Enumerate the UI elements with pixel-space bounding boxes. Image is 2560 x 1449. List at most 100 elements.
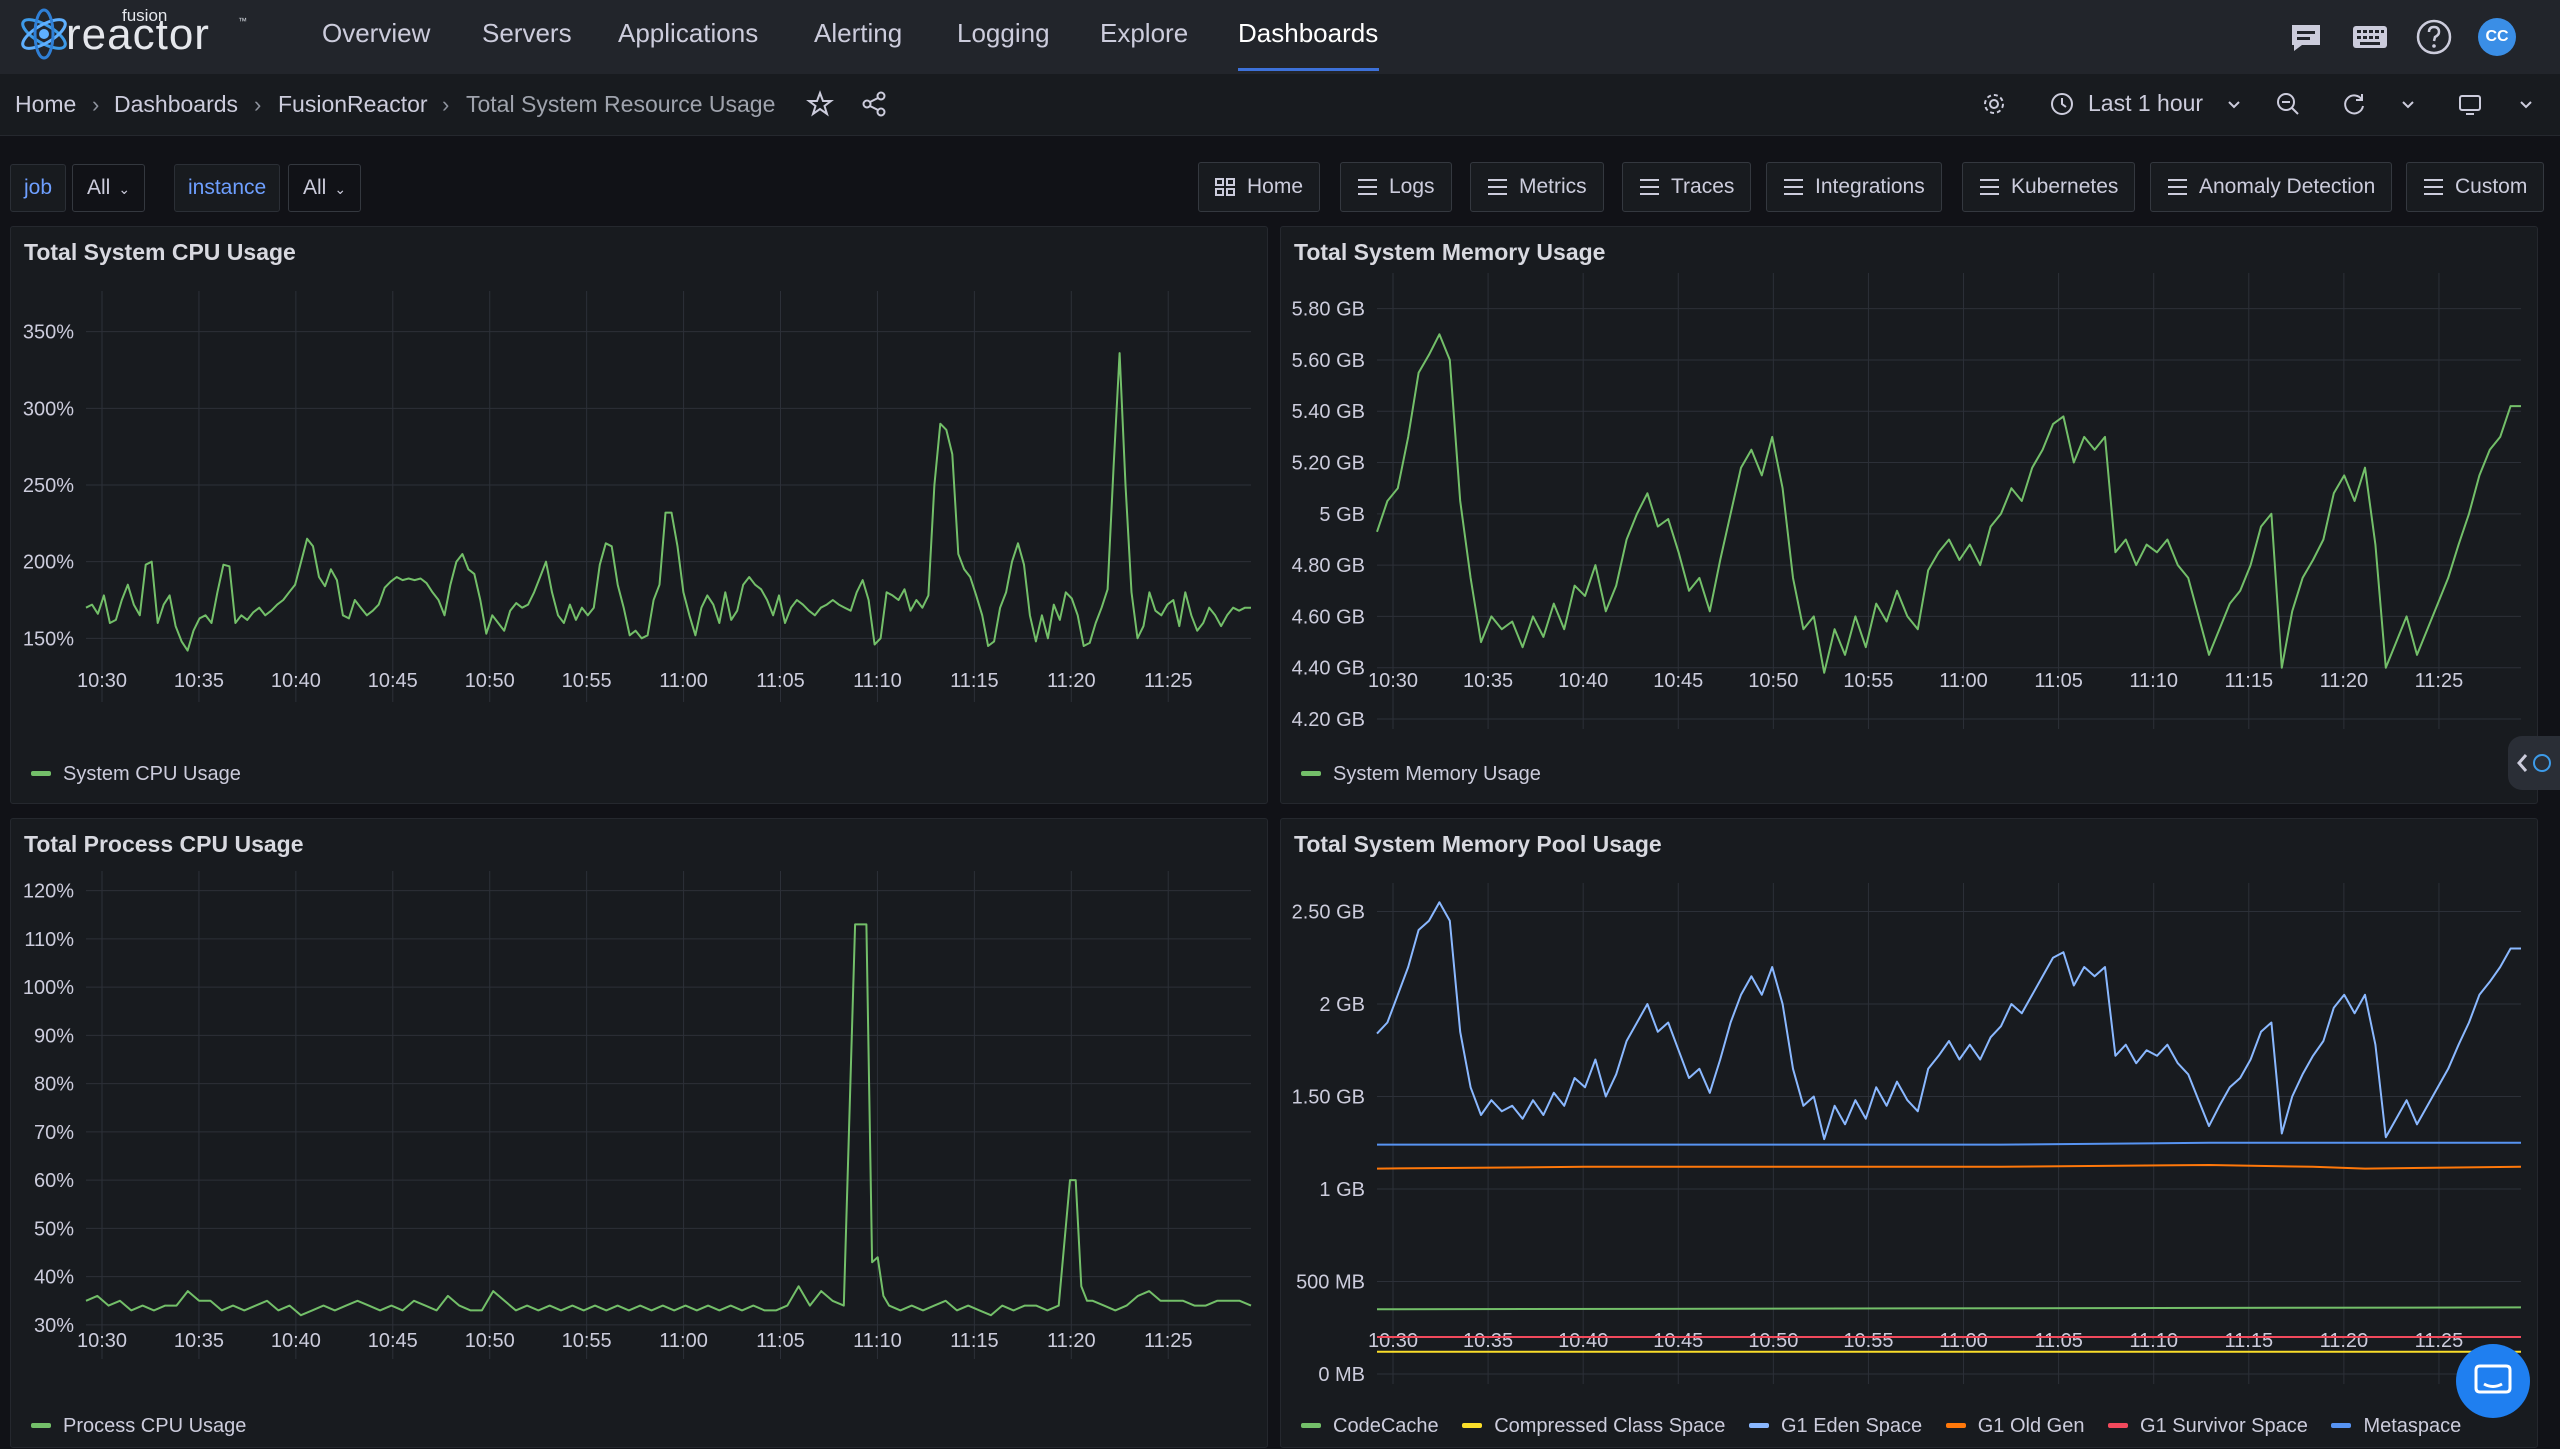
x-tick-label: 11:05 <box>2034 1330 2083 1352</box>
link-metrics-label: Metrics <box>1519 175 1587 198</box>
x-tick-label: 10:30 <box>1368 1330 1418 1352</box>
nav-alerting[interactable]: Alerting <box>814 18 903 48</box>
nav-explore[interactable]: Explore <box>1100 18 1189 48</box>
dashboard-settings-gear-icon[interactable] <box>1980 90 2008 118</box>
link-logs[interactable]: Logs <box>1340 162 1452 212</box>
chat-icon[interactable] <box>2286 17 2326 57</box>
star-icon[interactable] <box>806 90 834 118</box>
nav-servers[interactable]: Servers <box>482 18 572 48</box>
keyboard-icon[interactable] <box>2350 17 2390 57</box>
legend-item-compressed-class-space[interactable]: Compressed Class Space <box>1462 1415 1725 1437</box>
help-icon[interactable] <box>2414 17 2454 57</box>
panel-total-system-memory-usage[interactable]: Total System Memory Usage 4.20 GB 4.40 GB… <box>1280 226 2538 804</box>
link-metrics[interactable]: Metrics <box>1470 162 1604 212</box>
legend-swatch <box>1945 1422 1966 1428</box>
active-nav-indicator <box>1238 68 1379 71</box>
y-tick-label: 350% <box>23 322 74 344</box>
x-tick-label: 10:55 <box>562 1330 612 1352</box>
y-tick-label: 4.60 GB <box>1292 606 1365 628</box>
user-initials: CC <box>2485 28 2509 45</box>
legend-item-codecache[interactable]: CodeCache <box>1301 1415 1439 1437</box>
chevron-down-icon[interactable] <box>2220 90 2248 118</box>
share-icon[interactable] <box>860 90 888 118</box>
legend-item-g1-survivor-space[interactable]: G1 Survivor Space <box>2108 1415 2308 1437</box>
chart-legend: CodeCache Compressed Class Space G1 Eden… <box>1301 1415 2479 1438</box>
support-chat-button[interactable] <box>2456 1344 2530 1418</box>
link-custom[interactable]: Custom <box>2406 162 2545 212</box>
panel-total-system-cpu-usage[interactable]: Total System CPU Usage 150% 200% 250% 300% 3… <box>10 226 1268 804</box>
link-traces[interactable]: Traces <box>1622 162 1752 212</box>
variable-select-job[interactable]: All ⌄ <box>72 164 146 212</box>
time-range-picker[interactable]: Last 1 hour <box>2088 90 2204 116</box>
panel-total-process-cpu-usage[interactable]: Total Process CPU Usage 30% 40% 50% 60% 70% 8… <box>10 818 1268 1448</box>
legend-item-g1-eden-space[interactable]: G1 Eden Space <box>1748 1415 1922 1437</box>
series-line <box>85 352 1251 652</box>
legend-label: System CPU Usage <box>63 763 241 785</box>
side-panel-toggle[interactable] <box>2508 736 2560 790</box>
y-tick-label: 5.20 GB <box>1292 453 1365 475</box>
link-kubernetes[interactable]: Kubernetes <box>1962 162 2136 212</box>
legend-item[interactable]: System Memory Usage <box>1301 763 1541 785</box>
series-line <box>1376 1164 2522 1170</box>
series-line <box>85 923 1252 1317</box>
x-tick-label: 11:05 <box>2034 670 2083 692</box>
variable-select-instance[interactable]: All ⌄ <box>288 164 362 212</box>
nav-overview[interactable]: Overview <box>322 18 431 48</box>
x-tick-label: 10:35 <box>1463 1330 1513 1352</box>
zoom-out-icon[interactable] <box>2274 90 2302 118</box>
panel-total-system-memory-pool-usage[interactable]: Total System Memory Pool Usage 0 MB 500 M… <box>1280 818 2538 1448</box>
fusionreactor-logo[interactable]: fusion reactor ™ <box>16 2 247 64</box>
breadcrumb-dashboards[interactable]: Dashboards <box>114 91 239 117</box>
variable-label-instance: instance <box>174 164 281 212</box>
legend-label: Process CPU Usage <box>63 1415 247 1437</box>
link-traces-label: Traces <box>1671 175 1735 198</box>
collapse-chevron-icon[interactable] <box>2512 90 2540 118</box>
y-tick-label: 2 GB <box>1319 994 1365 1016</box>
chevron-down-icon: ⌄ <box>118 181 131 197</box>
breadcrumb-fusionreactor[interactable]: FusionReactor <box>278 91 428 117</box>
nav-dashboards[interactable]: Dashboards <box>1238 18 1379 48</box>
menu-bars-icon <box>2168 179 2187 195</box>
legend-item-metaspace[interactable]: Metaspace <box>2331 1415 2461 1437</box>
link-anomaly-detection[interactable]: Anomaly Detection <box>2150 162 2393 212</box>
y-tick-label: 5.60 GB <box>1292 350 1365 372</box>
menu-bars-icon <box>1358 179 1377 195</box>
legend-item[interactable]: Process CPU Usage <box>31 1415 246 1437</box>
y-tick-label: 1.50 GB <box>1292 1087 1365 1109</box>
x-tick-label: 10:50 <box>465 670 515 692</box>
panel-title: Total Process CPU Usage <box>24 831 304 857</box>
x-tick-label: 10:30 <box>77 1330 127 1352</box>
x-tick-label: 11:20 <box>1047 670 1096 692</box>
link-integrations[interactable]: Integrations <box>1766 162 1942 212</box>
x-tick-label: 11:20 <box>2320 1330 2369 1352</box>
user-avatar[interactable]: CC <box>2478 18 2516 56</box>
legend-swatch <box>31 770 51 776</box>
apps-grid-icon <box>1215 178 1235 196</box>
x-tick-label: 11:15 <box>2225 1330 2274 1352</box>
x-tick-label: 11:15 <box>2225 670 2274 692</box>
clock-icon <box>2051 93 2073 115</box>
legend-item-g1-old-gen[interactable]: G1 Old Gen <box>1945 1415 2084 1437</box>
x-tick-label: 11:00 <box>659 1330 708 1352</box>
y-tick-label: 4.80 GB <box>1292 555 1365 577</box>
tv-mode-icon[interactable] <box>2456 90 2484 118</box>
nav-logging[interactable]: Logging <box>957 18 1050 48</box>
x-tick-label: 10:45 <box>368 670 418 692</box>
panel-title: Total System Memory Pool Usage <box>1294 831 1662 857</box>
link-anomaly-detection-label: Anomaly Detection <box>2199 175 2376 198</box>
y-tick-label: 60% <box>34 1170 74 1192</box>
nav-applications[interactable]: Applications <box>618 18 759 48</box>
breadcrumb-home[interactable]: Home <box>15 91 77 117</box>
y-tick-label: 5.80 GB <box>1292 299 1365 321</box>
x-tick-label: 10:35 <box>174 1330 224 1352</box>
x-tick-label: 10:55 <box>1843 670 1893 692</box>
y-tick-label: 5.40 GB <box>1292 401 1365 423</box>
panel-title: Total System CPU Usage <box>24 239 296 265</box>
y-tick-label: 200% <box>23 552 74 574</box>
legend-item[interactable]: System CPU Usage <box>31 763 241 785</box>
refresh-interval-chevron-icon[interactable] <box>2394 90 2422 118</box>
chart-legend: Process CPU Usage <box>31 1415 264 1438</box>
link-home[interactable]: Home <box>1198 162 1321 212</box>
link-integrations-label: Integrations <box>1815 175 1925 198</box>
refresh-icon[interactable] <box>2340 90 2368 118</box>
